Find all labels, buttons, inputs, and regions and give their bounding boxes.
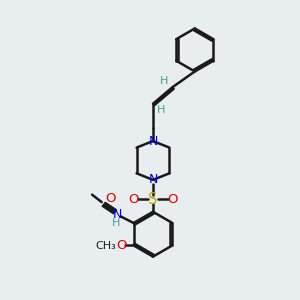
Text: O: O	[105, 192, 115, 205]
Text: O: O	[167, 193, 178, 206]
Text: CH₃: CH₃	[95, 241, 116, 251]
Text: H: H	[160, 76, 168, 86]
Text: N: N	[112, 208, 122, 221]
Text: S: S	[148, 192, 158, 207]
Text: H: H	[112, 218, 121, 228]
Text: N: N	[148, 134, 158, 148]
Text: O: O	[128, 193, 139, 206]
Text: H: H	[157, 105, 166, 115]
Text: O: O	[116, 239, 126, 252]
Text: N: N	[148, 173, 158, 186]
